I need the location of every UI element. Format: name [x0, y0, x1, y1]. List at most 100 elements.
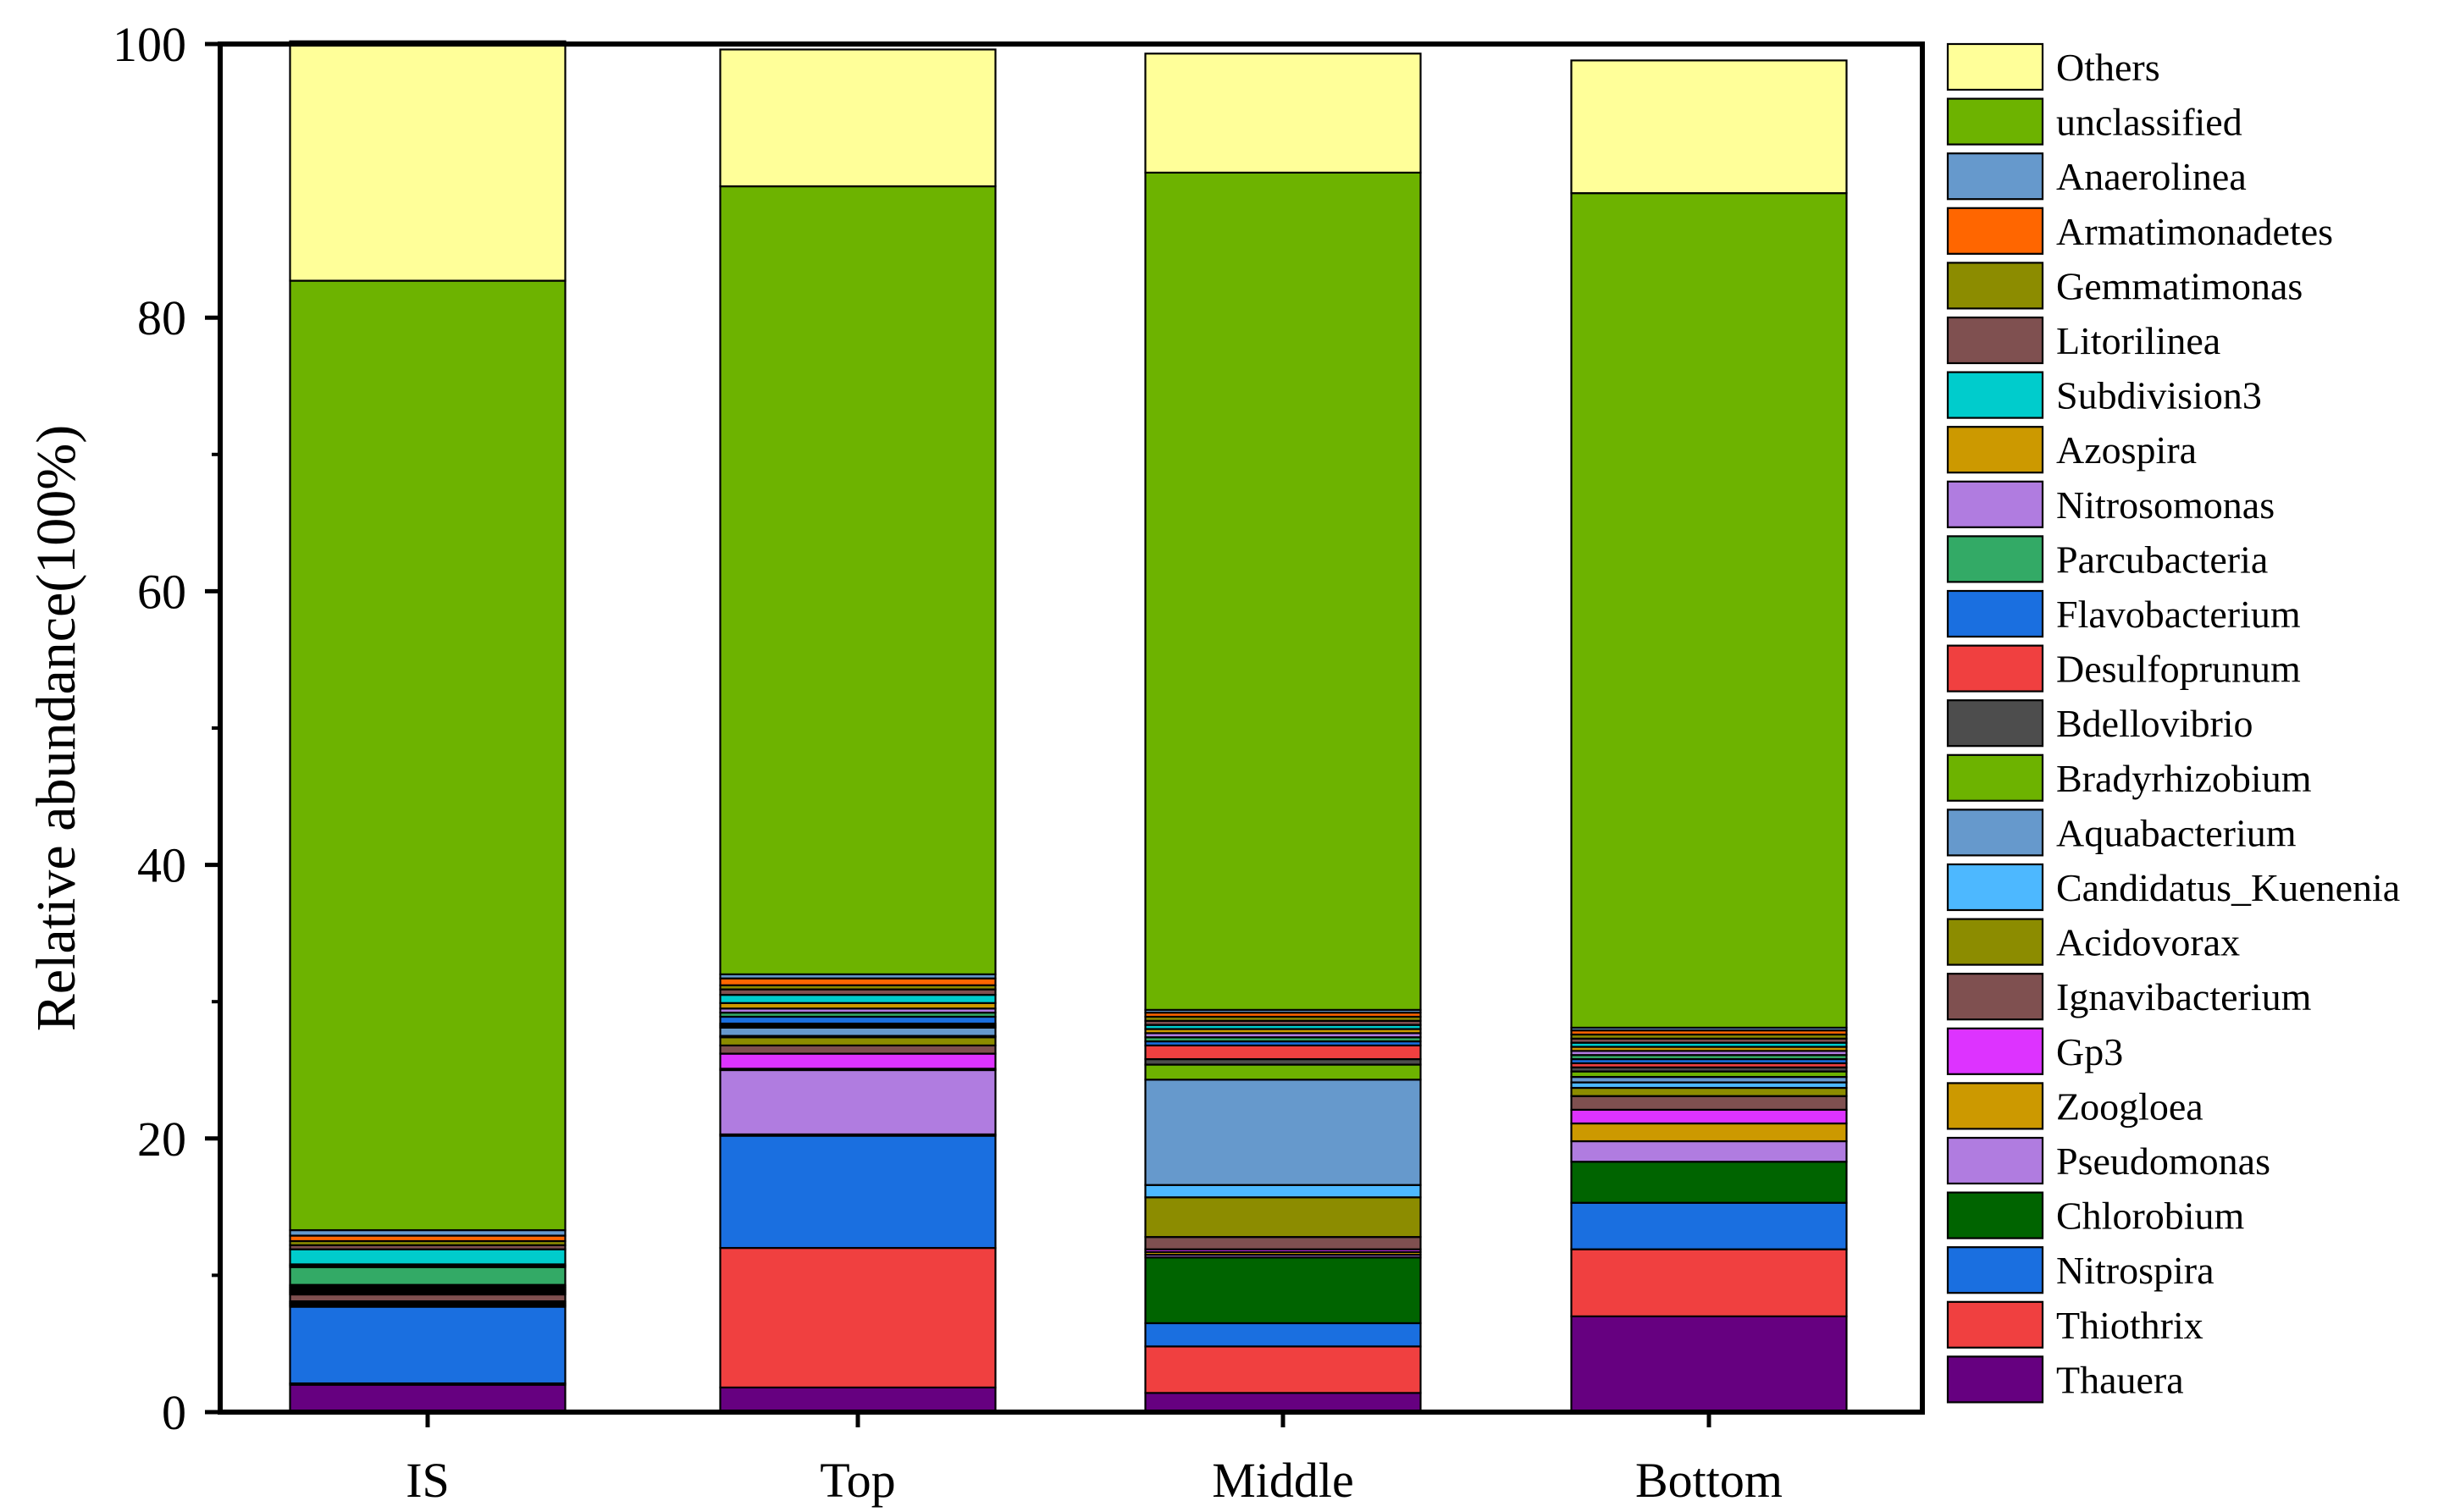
legend-label-thauera: Thauera — [2056, 1358, 2184, 1401]
legend-label-armatimonadetes: Armatimonadetes — [2056, 210, 2333, 253]
legend-label-unclassified: unclassified — [2056, 101, 2242, 144]
legend-swatch-candidatus-kuenenia — [1946, 863, 2044, 912]
legend-label-pseudomonas: Pseudomonas — [2056, 1140, 2270, 1183]
bar-segment-middle-desulfoprunum — [1144, 1044, 1422, 1061]
legend-swatch-desulfoprunum — [1946, 644, 2044, 693]
legend-label-gp3: Gp3 — [2056, 1030, 2123, 1073]
legend-swatch-thauera — [1946, 1355, 2044, 1404]
legend-swatch-bdellovibrio — [1946, 699, 2044, 748]
legend-label-thiothrix: Thiothrix — [2056, 1304, 2203, 1347]
legend-label-acidovorax: Acidovorax — [2056, 921, 2240, 964]
bars-group — [289, 40, 1848, 1414]
legend-swatch-acidovorax — [1946, 918, 2044, 966]
bar-segment-top-pseudomonas — [719, 1068, 997, 1136]
legend-label-aquabacterium: Aquabacterium — [2056, 811, 2297, 854]
y-tick-label-40: 40 — [137, 838, 186, 893]
x-tick-label-top: Top — [820, 1453, 895, 1508]
legend-swatch-zoogloea — [1946, 1082, 2044, 1130]
bar-segment-top-unclassified — [719, 185, 997, 975]
legend-label-bradyrhizobium: Bradyrhizobium — [2056, 757, 2312, 800]
bar-segment-top-thauera — [719, 1386, 997, 1414]
bar-segment-is-thauera — [289, 1383, 567, 1414]
bar-segment-top-flavobacterium — [719, 1015, 997, 1025]
legend-label-subdivision3: Subdivision3 — [2056, 374, 2262, 417]
bar-segment-middle-candidatus-kuenenia — [1144, 1184, 1422, 1199]
bar-segment-top-gp3 — [719, 1052, 997, 1070]
bar-segment-top-aquabacterium — [719, 1026, 997, 1037]
bar-segment-bottom-acidovorax — [1570, 1086, 1848, 1097]
legend-label-anaerolinea: Anaerolinea — [2056, 155, 2247, 198]
legend-swatch-others — [1946, 42, 2044, 91]
legend-swatch-pseudomonas — [1946, 1136, 2044, 1185]
legend-label-nitrospira: Nitrospira — [2056, 1249, 2214, 1292]
bar-segment-bottom-thiothrix — [1570, 1248, 1848, 1317]
legend-swatch-anaerolinea — [1946, 152, 2044, 201]
x-tick-label-is: IS — [406, 1453, 450, 1508]
bar-segment-top-ignavibacterium — [719, 1044, 997, 1055]
bar-segment-bottom-nitrospira — [1570, 1201, 1848, 1250]
bar-segment-middle-chlorobium — [1144, 1256, 1422, 1325]
bar-segment-middle-nitrospira — [1144, 1322, 1422, 1348]
legend-swatch-armatimonadetes — [1946, 207, 2044, 255]
legend-swatch-bradyrhizobium — [1946, 753, 2044, 802]
legend-label-others: Others — [2056, 46, 2160, 89]
plot-frame — [218, 41, 1925, 1415]
y-tick-label-80: 80 — [137, 290, 186, 345]
bar-segment-is-others — [289, 40, 567, 282]
bar-segment-top-subdivision3 — [719, 994, 997, 1004]
legend-swatch-litorilinea — [1946, 316, 2044, 365]
x-tick-label-middle: Middle — [1212, 1453, 1354, 1508]
legend-label-desulfoprunum: Desulfoprunum — [2056, 648, 2301, 691]
legend-label-chlorobium: Chlorobium — [2056, 1195, 2245, 1238]
bar-segment-bottom-unclassified — [1570, 192, 1848, 1029]
bar-segment-is-unclassified — [289, 279, 567, 1232]
legend-swatch-azospira — [1946, 426, 2044, 474]
legend-swatch-gp3 — [1946, 1027, 2044, 1075]
legend-swatch-aquabacterium — [1946, 808, 2044, 857]
legend-label-nitrosomonas: Nitrosomonas — [2056, 483, 2275, 527]
bar-segment-bottom-zoogloea — [1570, 1122, 1848, 1143]
legend-swatch-gemmatimonas — [1946, 262, 2044, 310]
legend-swatch-chlorobium — [1946, 1191, 2044, 1239]
bar-segment-middle-thiothrix — [1144, 1345, 1422, 1394]
legend-label-parcubacteria: Parcubacteria — [2056, 538, 2268, 581]
bar-segment-middle-unclassified — [1144, 171, 1422, 1011]
bar-segment-middle-others — [1144, 52, 1422, 174]
legend-swatch-nitrosomonas — [1946, 480, 2044, 528]
legend-swatch-unclassified — [1946, 97, 2044, 146]
bar-segment-top-nitrospira — [719, 1134, 997, 1250]
x-tick-label-bottom: Bottom — [1635, 1453, 1783, 1508]
legend-label-zoogloea: Zoogloea — [2056, 1084, 2203, 1128]
legend: Others unclassified Anaerolinea Armatimonad… — [1946, 42, 2400, 1404]
y-tick-label-100: 100 — [113, 17, 186, 72]
x-axis: IS Top Middle Bottom — [406, 1412, 1783, 1508]
bar-segment-top-thiothrix — [719, 1246, 997, 1389]
legend-swatch-ignavibacterium — [1946, 973, 2044, 1021]
bar-segment-middle-ignavibacterium — [1144, 1236, 1422, 1250]
bar-segment-bottom-chlorobium — [1570, 1161, 1848, 1204]
y-axis-title: Relative abundance(100%) — [25, 425, 87, 1032]
y-tick-label-60: 60 — [137, 564, 186, 619]
bar-segment-bottom-ignavibacterium — [1570, 1095, 1848, 1111]
bar-segment-top-armatimonadetes — [719, 977, 997, 986]
bar-segment-bottom-thauera — [1570, 1315, 1848, 1414]
bar-segment-bottom-pseudomonas — [1570, 1140, 1848, 1163]
legend-swatch-parcubacteria — [1946, 535, 2044, 583]
legend-label-flavobacterium: Flavobacterium — [2056, 593, 2301, 636]
legend-label-candidatus-kuenenia: Candidatus_Kuenenia — [2056, 866, 2400, 909]
y-tick-label-0: 0 — [162, 1385, 186, 1440]
legend-swatch-subdivision3 — [1946, 371, 2044, 419]
legend-label-gemmatimonas: Gemmatimonas — [2056, 264, 2303, 307]
bar-segment-is-nitrospira — [289, 1305, 567, 1385]
bar-segment-bottom-gp3 — [1570, 1108, 1848, 1125]
bar-segment-top-acidovorax — [719, 1036, 997, 1047]
bar-segment-bottom-others — [1570, 59, 1848, 195]
legend-swatch-nitrospira — [1946, 1246, 2044, 1294]
legend-swatch-flavobacterium — [1946, 589, 2044, 638]
legend-label-bdellovibrio: Bdellovibrio — [2056, 702, 2253, 745]
legend-label-ignavibacterium: Ignavibacterium — [2056, 975, 2312, 1018]
legend-swatch-thiothrix — [1946, 1300, 2044, 1349]
bar-segment-middle-aquabacterium — [1144, 1079, 1422, 1186]
bar-segment-middle-thauera — [1144, 1392, 1422, 1414]
